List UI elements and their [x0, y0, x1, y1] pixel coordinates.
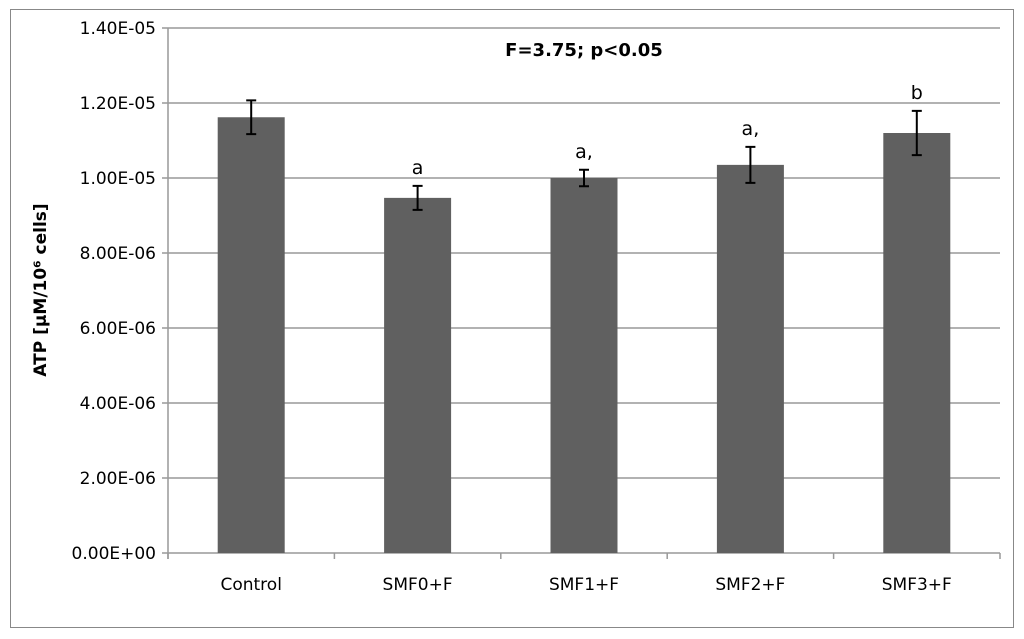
- chart-frame: [10, 9, 1014, 628]
- y-tick-label: 8.00E-06: [80, 244, 156, 264]
- bar: [716, 164, 784, 553]
- y-tick-label: 1.20E-05: [80, 94, 156, 114]
- bar: [384, 197, 452, 553]
- y-tick-label: 6.00E-06: [80, 319, 156, 339]
- bar: [217, 117, 285, 553]
- bar: [883, 133, 951, 553]
- x-tick-label: Control: [220, 575, 281, 595]
- y-tick-label: 4.00E-06: [80, 394, 156, 414]
- significance-label: a: [412, 157, 424, 179]
- y-axis-label: ATP [µM/10⁶ cells]: [31, 203, 51, 376]
- y-tick-label: 1.40E-05: [80, 19, 156, 39]
- x-tick-label: SMF1+F: [549, 575, 619, 595]
- x-tick-label: SMF2+F: [715, 575, 785, 595]
- x-tick-label: SMF0+F: [383, 575, 453, 595]
- y-tick-label: 2.00E-06: [80, 469, 156, 489]
- bar: [550, 178, 618, 553]
- chart-title: F=3.75; p<0.05: [505, 40, 663, 61]
- significance-label: b: [911, 82, 923, 104]
- y-tick-label: 1.00E-05: [80, 169, 156, 189]
- significance-label: a,: [742, 118, 760, 140]
- x-tick-label: SMF3+F: [882, 575, 952, 595]
- significance-label: a,: [575, 141, 593, 163]
- y-tick-label: 0.00E+00: [72, 544, 156, 564]
